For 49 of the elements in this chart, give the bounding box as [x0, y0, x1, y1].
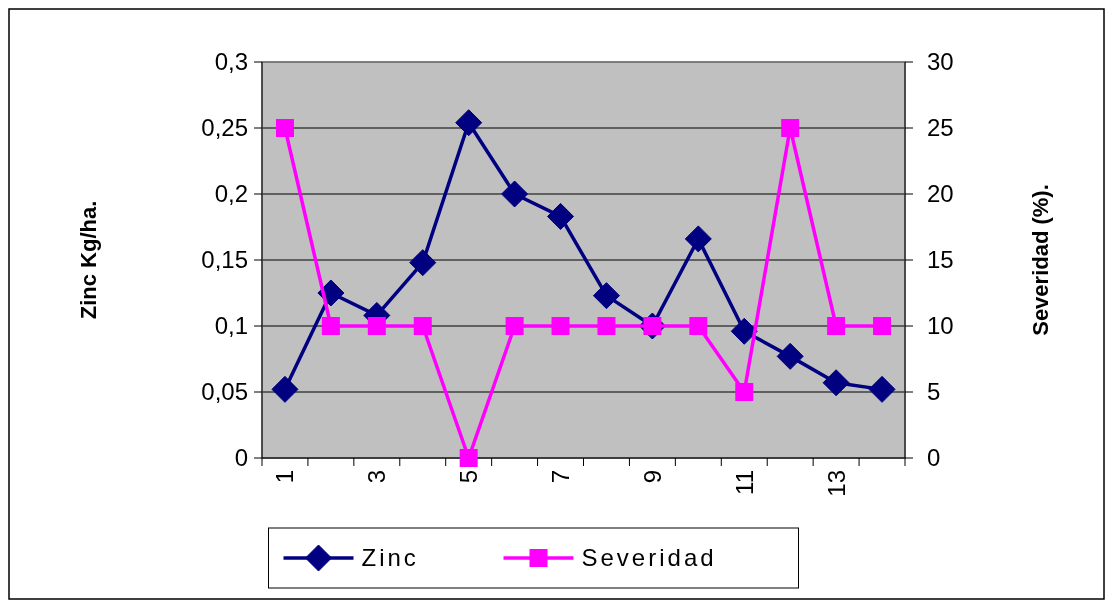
point	[413, 317, 432, 335]
point	[684, 225, 712, 253]
y-tick-label: 0,3	[214, 48, 248, 76]
point	[551, 317, 570, 335]
x-tick-label: 11	[730, 470, 758, 495]
x-tick-label: 9	[638, 470, 666, 484]
point	[275, 119, 294, 137]
y-tick-label: 0,1	[214, 312, 248, 340]
point	[781, 119, 800, 137]
y2-tick-label: 10	[927, 312, 954, 340]
point	[868, 375, 896, 403]
legend-label: Zinc	[361, 544, 419, 572]
point	[409, 249, 437, 277]
legend-label: Severidad	[581, 544, 717, 572]
x-tick-label: 5	[455, 470, 483, 484]
point	[459, 449, 478, 467]
y-tick-label: 0,05	[201, 378, 248, 406]
point	[822, 369, 850, 397]
point	[730, 317, 758, 345]
x-tick-label: 3	[363, 470, 391, 484]
y-axis-title: Zinc Kg/ha.	[76, 200, 101, 320]
y-tick-label: 0,15	[201, 246, 248, 274]
point	[592, 282, 620, 310]
y2-tick-label: 5	[927, 378, 941, 406]
point	[597, 317, 616, 335]
y-tick-label: 0,25	[201, 114, 248, 142]
point	[367, 317, 386, 335]
point	[776, 342, 804, 370]
y2-tick-label: 20	[927, 180, 954, 208]
point	[505, 317, 524, 335]
y2-tick-label: 0	[927, 444, 941, 472]
point	[455, 109, 483, 137]
y-tick-label: 0	[234, 444, 248, 472]
point	[271, 375, 299, 403]
point	[321, 317, 340, 335]
x-tick-label: 1	[271, 470, 299, 484]
y2-tick-label: 30	[927, 48, 954, 76]
x-tick-label: 7	[546, 470, 574, 484]
point	[735, 383, 754, 401]
y2-tick-label: 15	[927, 246, 954, 274]
y-tick-label: 0,2	[214, 180, 248, 208]
y2-axis-title: Severidad (%).	[1028, 184, 1053, 336]
point	[827, 317, 846, 335]
point	[689, 317, 708, 335]
point	[547, 202, 575, 230]
y2-tick-label: 25	[927, 114, 954, 142]
x-tick-label: 13	[822, 470, 850, 497]
point	[501, 180, 529, 208]
point	[873, 317, 892, 335]
